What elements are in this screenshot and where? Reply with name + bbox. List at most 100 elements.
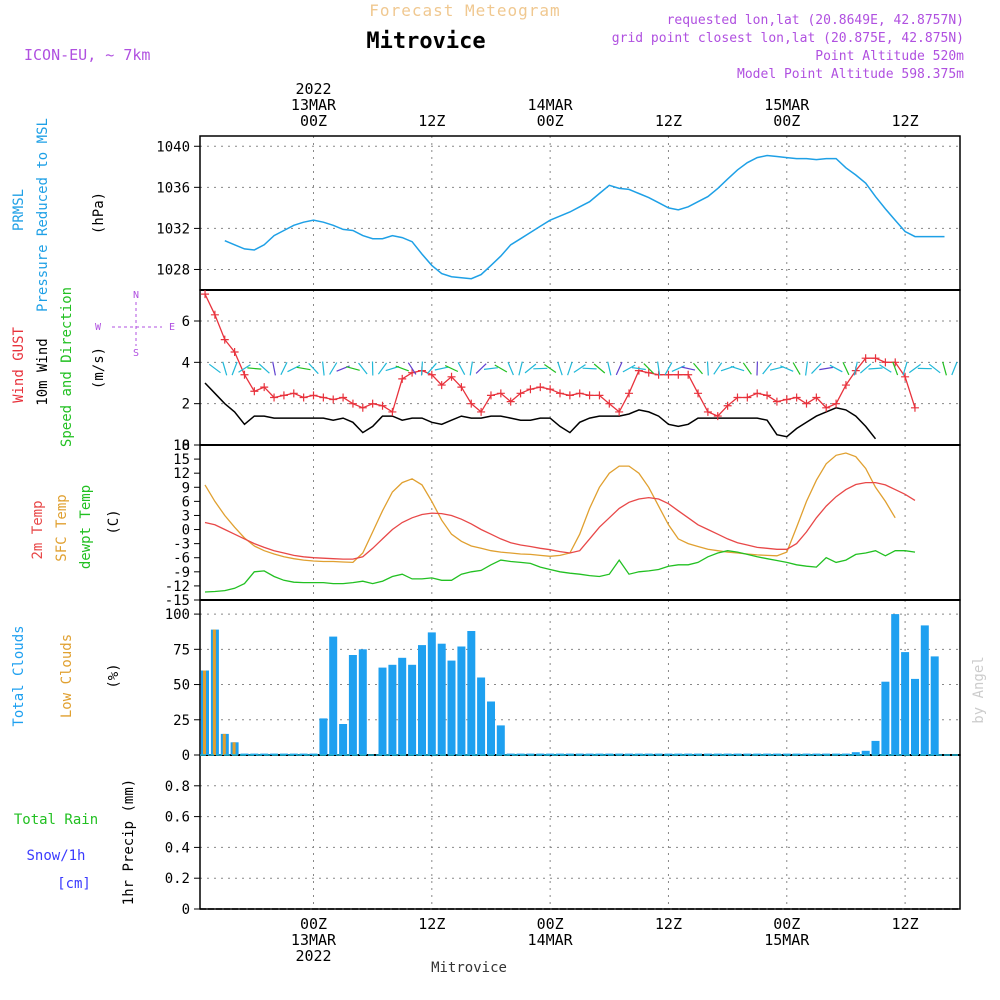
top-time-label: 14MAR bbox=[528, 96, 574, 114]
gust-marker bbox=[841, 381, 850, 390]
gust-marker bbox=[526, 385, 535, 394]
gust-marker bbox=[299, 393, 308, 402]
gust-marker bbox=[694, 389, 703, 398]
total-cloud-bar bbox=[546, 753, 555, 755]
gust-marker bbox=[477, 407, 486, 416]
gust-marker bbox=[674, 370, 683, 379]
top-time-label: 00Z bbox=[773, 112, 800, 130]
wind-direction-arrow bbox=[811, 363, 822, 375]
total-cloud-bar bbox=[920, 625, 929, 755]
gust-marker bbox=[565, 391, 574, 400]
wind-10m-label: 10m Wind bbox=[35, 338, 51, 405]
wind-direction-arrow bbox=[469, 361, 473, 376]
wind-direction-arrow bbox=[567, 361, 573, 376]
wind-direction-arrow bbox=[842, 361, 850, 376]
precip-tick-label: 0.4 bbox=[165, 840, 190, 856]
wind-direction-arrow bbox=[615, 361, 623, 376]
sfc-temp-line bbox=[204, 452, 896, 564]
requested-coords: requested lon,lat (20.8649E, 42.8757N) bbox=[667, 13, 964, 28]
temp-tick-label: -6 bbox=[173, 551, 190, 567]
wind-direction-arrow bbox=[247, 367, 262, 370]
wind-direction-arrow bbox=[475, 363, 487, 374]
dewpt-line bbox=[204, 550, 916, 593]
plot-layer: 10281032103610400246-15-12-9-6-303691215… bbox=[156, 80, 961, 965]
wind-direction-arrow bbox=[671, 365, 685, 372]
gust-marker bbox=[250, 387, 259, 396]
clouds-total-label: Total Clouds bbox=[11, 625, 27, 726]
gust-marker bbox=[861, 354, 870, 363]
total-cloud-bar bbox=[408, 664, 417, 755]
gust-marker bbox=[615, 407, 624, 416]
wind-direction-arrow bbox=[420, 361, 423, 376]
total-cloud-bar bbox=[437, 643, 446, 755]
bottom-time-label: 12Z bbox=[655, 915, 682, 933]
pressure-label-msl: Pressure Reduced to MSL bbox=[35, 118, 51, 312]
total-cloud-bar bbox=[388, 664, 397, 755]
total-cloud-bar bbox=[674, 753, 683, 755]
wind-direction-arrow bbox=[494, 364, 508, 373]
total-cloud-bar bbox=[901, 652, 910, 755]
wind-direction-arrow bbox=[942, 361, 947, 376]
wind-direction-arrow bbox=[346, 366, 360, 371]
gust-marker bbox=[447, 372, 456, 381]
temp-tick-label: -9 bbox=[173, 565, 190, 581]
clouds-unit: (%) bbox=[106, 663, 122, 688]
low-cloud-bar bbox=[222, 733, 226, 755]
gust-marker bbox=[319, 393, 328, 402]
total-cloud-bar bbox=[723, 753, 732, 755]
bottom-time-label: 00Z bbox=[537, 915, 564, 933]
wind-direction-arrow bbox=[902, 361, 908, 376]
wind-direction-arrow bbox=[329, 362, 338, 375]
gust-marker bbox=[358, 403, 367, 412]
wind-direction-arrow bbox=[524, 363, 537, 374]
precip-tick-label: 0.2 bbox=[165, 871, 190, 887]
total-cloud-bar bbox=[930, 656, 939, 755]
temp-unit: (C) bbox=[106, 509, 122, 534]
top-time-label: 15MAR bbox=[764, 96, 810, 114]
bottom-time-label: 14MAR bbox=[528, 931, 574, 949]
total-cloud-bar bbox=[911, 678, 919, 755]
gust-marker bbox=[634, 366, 643, 375]
precip-cm-label: [cm] bbox=[57, 876, 91, 892]
compass-e: E bbox=[169, 322, 175, 333]
wind-direction-arrow bbox=[742, 362, 752, 375]
total-cloud-bar bbox=[851, 752, 860, 755]
wind-direction-arrow bbox=[607, 361, 612, 376]
wind-direction-arrow bbox=[713, 362, 723, 375]
footer-location: Mitrovice bbox=[431, 960, 507, 976]
gust-marker bbox=[270, 393, 279, 402]
gust-marker bbox=[388, 407, 397, 416]
bottom-time-label: 00Z bbox=[300, 915, 327, 933]
wind-direction-arrow bbox=[762, 362, 772, 375]
gust-marker bbox=[595, 391, 604, 400]
wind-direction-arrow bbox=[792, 362, 801, 375]
wind-direction-arrow bbox=[730, 365, 745, 372]
low-cloud-bar bbox=[203, 670, 206, 755]
wind-direction-arrow bbox=[287, 364, 301, 373]
wind-direction-arrow bbox=[879, 364, 892, 373]
gust-marker bbox=[279, 391, 288, 400]
wind-direction-arrow bbox=[908, 363, 921, 374]
forecast-title: Forecast Meteogram bbox=[369, 1, 560, 20]
gust-marker bbox=[398, 374, 407, 383]
wind-direction-arrow bbox=[631, 367, 646, 371]
wind-direction-arrow bbox=[643, 363, 655, 374]
wind-direction-arrow bbox=[444, 365, 459, 373]
bottom-time-label: 13MAR bbox=[291, 931, 337, 949]
gust-marker bbox=[467, 399, 476, 408]
gust-marker bbox=[506, 397, 515, 406]
gust-marker bbox=[309, 391, 318, 400]
wind-tick-label: 6 bbox=[182, 314, 190, 330]
compass-n: N bbox=[133, 290, 139, 301]
total-cloud-bar bbox=[871, 740, 880, 755]
wind-direction-arrow bbox=[829, 364, 843, 373]
gust-marker bbox=[437, 381, 446, 390]
precip-unit: 1hr Precip (mm) bbox=[121, 779, 137, 905]
clouds-tick-label: 100 bbox=[165, 607, 190, 623]
wind-direction-arrow bbox=[296, 366, 311, 371]
wind-direction-arrow bbox=[385, 365, 400, 372]
wind-tick-label: 4 bbox=[182, 355, 190, 371]
gust-marker bbox=[625, 389, 634, 398]
gust-marker bbox=[536, 383, 545, 392]
temp-tick-label: 18 bbox=[173, 438, 190, 454]
